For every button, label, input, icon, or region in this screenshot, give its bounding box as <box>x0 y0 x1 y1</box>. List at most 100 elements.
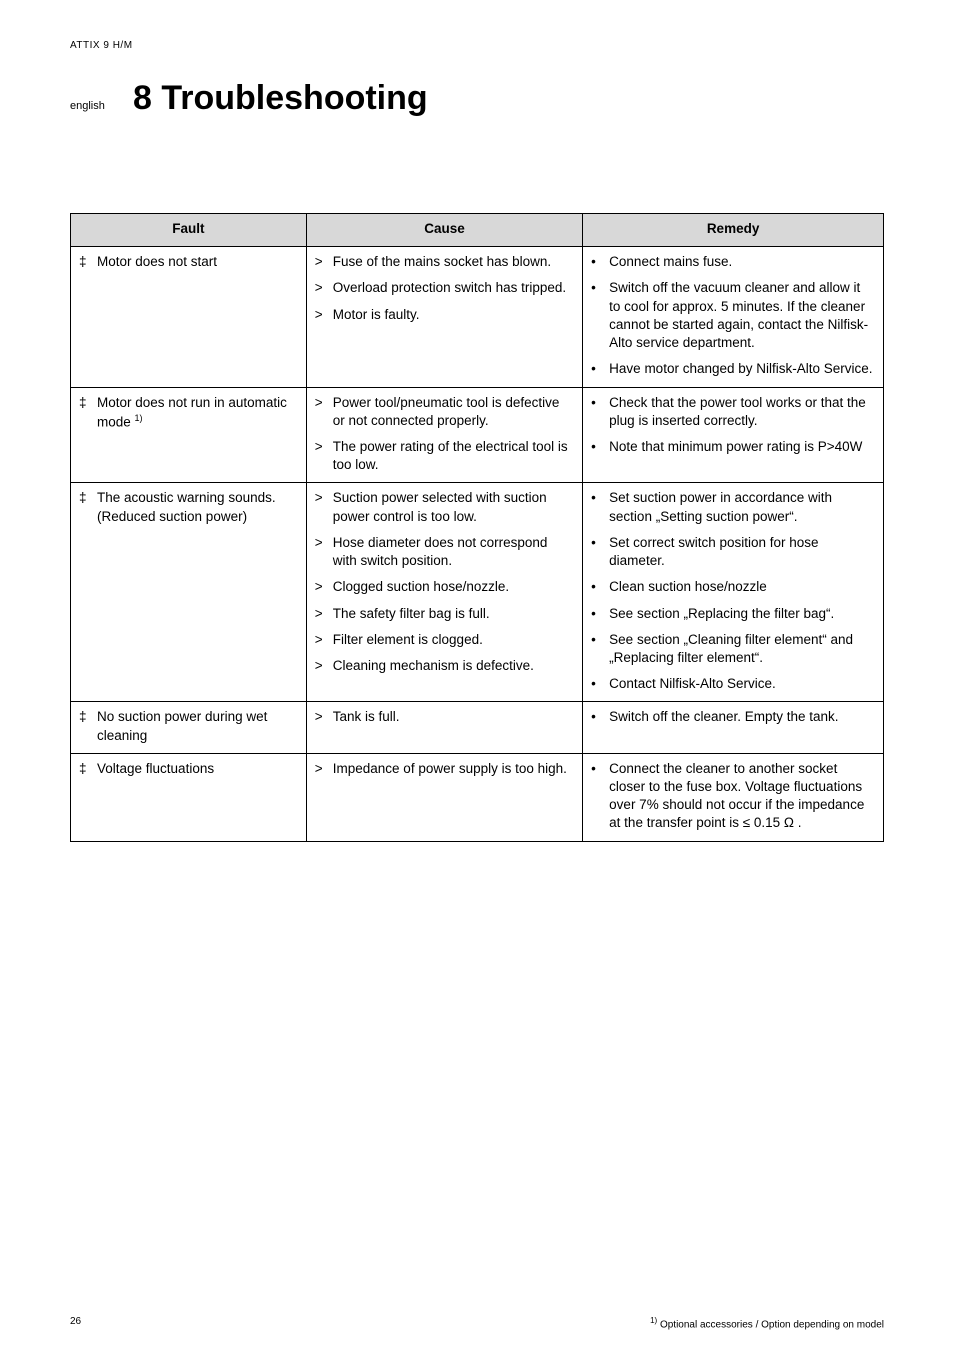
list-item: • Switch off the vacuum cleaner and allow… <box>591 279 875 352</box>
list-marker: • <box>591 279 603 297</box>
list-item: >Cleaning mechanism is defective. <box>315 657 574 675</box>
title-row: english 8 Troubleshooting <box>70 79 884 118</box>
list-marker: > <box>315 394 327 412</box>
list-text: Connect the cleaner to another socket cl… <box>609 760 875 833</box>
fault-cell: ‡ Voltage fluctuations <box>71 753 307 841</box>
list-item: ‡ Motor does not start <box>79 253 298 271</box>
list-marker: • <box>591 605 603 623</box>
list-marker: > <box>315 631 327 649</box>
list-text: No suction power during wet cleaning <box>97 708 298 744</box>
list-marker: > <box>315 534 327 552</box>
list-item: >Suction power selected with suction pow… <box>315 489 574 525</box>
list-item: >The power rating of the electrical tool… <box>315 438 574 474</box>
list-text: Overload protection switch has tripped. <box>333 279 574 297</box>
list-item: •Set suction power in accordance with se… <box>591 489 875 525</box>
list-item: •Switch off the cleaner. Empty the tank. <box>591 708 875 726</box>
list-item: • See section „Replacing the filter bag“. <box>591 605 875 623</box>
list-marker: • <box>591 708 603 726</box>
list-item: > Fuse of the mains socket has blown. <box>315 253 574 271</box>
list-item: • Set correct switch position for hose di… <box>591 534 875 570</box>
list-item: • See section „Cleaning filter element“ a… <box>591 631 875 667</box>
list-marker: > <box>315 578 327 596</box>
fault-cell: ‡No suction power during wet cleaning <box>71 702 307 753</box>
list-marker: • <box>591 631 603 649</box>
list-text: Power tool/pneumatic tool is defective o… <box>333 394 574 430</box>
list-text: The power rating of the electrical tool … <box>333 438 574 474</box>
list-text: Motor does not start <box>97 253 298 271</box>
list-item: •Note that minimum power rating is P>40W <box>591 438 875 456</box>
list-item: • Clean suction hose/nozzle <box>591 578 875 596</box>
list-marker: • <box>591 253 603 271</box>
list-marker: > <box>315 253 327 271</box>
footnote-text: Optional accessories / Option depending … <box>657 1319 884 1330</box>
cause-cell: > Suction power selected with suction pow… <box>306 483 582 702</box>
list-text: The acoustic warning sounds. (Reduced su… <box>97 489 298 525</box>
list-marker: • <box>591 360 603 378</box>
list-text: Tank is full. <box>333 708 574 726</box>
table-body: ‡ Motor does not start > Fuse of the mains … <box>71 247 884 841</box>
cause-cell: > Impedance of power supply is too high. <box>306 753 582 841</box>
page-footer: 26 1) Optional accessories / Option depe… <box>70 1316 884 1330</box>
list-text: Hose diameter does not correspond with s… <box>333 534 574 570</box>
superscript: 1) <box>135 413 143 423</box>
remedy-cell: •Switch off the cleaner. Empty the tank. <box>583 702 884 753</box>
footnote: 1) Optional accessories / Option dependi… <box>650 1316 884 1330</box>
list-text: Impedance of power supply is too high. <box>333 760 574 778</box>
list-text: Motor does not run in automatic mode 1) <box>97 394 298 432</box>
header-remedy: Remedy <box>583 214 884 247</box>
list-item: ‡No suction power during wet cleaning <box>79 708 298 744</box>
list-marker: • <box>591 760 603 778</box>
list-marker: • <box>591 578 603 596</box>
list-item: > Overload protection switch has tripped. <box>315 279 574 297</box>
list-text: Clogged suction hose/nozzle. <box>333 578 574 596</box>
list-item: > Impedance of power supply is too high. <box>315 760 574 778</box>
list-text: Connect mains fuse. <box>609 253 875 271</box>
table-row: ‡The acoustic warning sounds. (Reduced s… <box>71 483 884 702</box>
list-item: > Tank is full. <box>315 708 574 726</box>
list-item: > Hose diameter does not correspond with … <box>315 534 574 570</box>
list-item: ‡The acoustic warning sounds. (Reduced s… <box>79 489 298 525</box>
list-marker: > <box>315 708 327 726</box>
list-text: Have motor changed by Nilfisk-Alto Servi… <box>609 360 875 378</box>
list-text: See section „Replacing the filter bag“. <box>609 605 875 623</box>
list-marker: ‡ <box>79 253 91 271</box>
list-text: See section „Cleaning filter element“ an… <box>609 631 875 667</box>
remedy-cell: • Connect mains fuse. • Switch off the vacu… <box>583 247 884 387</box>
list-text: Set correct switch position for hose dia… <box>609 534 875 570</box>
list-item: • Check that the power tool works or that… <box>591 394 875 430</box>
list-marker: > <box>315 760 327 778</box>
list-marker: > <box>315 605 327 623</box>
list-item: •Contact Nilfisk-Alto Service. <box>591 675 875 693</box>
header-cause: Cause <box>306 214 582 247</box>
list-text: Suction power selected with suction powe… <box>333 489 574 525</box>
list-text: Switch off the vacuum cleaner and allow … <box>609 279 875 352</box>
list-marker: > <box>315 279 327 297</box>
list-item: >The safety filter bag is full. <box>315 605 574 623</box>
list-text: Motor is faulty. <box>333 306 574 324</box>
list-text: Voltage fluctuations <box>97 760 298 778</box>
product-header: ATTIX 9 H/M <box>70 40 884 51</box>
list-text: Note that minimum power rating is P>40W <box>609 438 875 456</box>
list-marker: > <box>315 306 327 324</box>
list-item: ‡Motor does not run in automatic mode 1) <box>79 394 298 432</box>
list-marker: • <box>591 675 603 693</box>
list-text: Check that the power tool works or that … <box>609 394 875 430</box>
list-item: > Power tool/pneumatic tool is defective … <box>315 394 574 430</box>
table-header-row: Fault Cause Remedy <box>71 214 884 247</box>
list-marker: ‡ <box>79 760 91 778</box>
table-row: ‡No suction power during wet cleaning > Ta… <box>71 702 884 753</box>
table-row: ‡ Motor does not start > Fuse of the mains … <box>71 247 884 387</box>
chapter-title: 8 Troubleshooting <box>133 79 428 118</box>
list-text: Fuse of the mains socket has blown. <box>333 253 574 271</box>
table-row: ‡ Voltage fluctuations > Impedance of power… <box>71 753 884 841</box>
remedy-cell: • Check that the power tool works or that… <box>583 387 884 483</box>
troubleshooting-table: Fault Cause Remedy ‡ Motor does not start… <box>70 213 884 842</box>
page-number: 26 <box>70 1316 81 1330</box>
list-text: Clean suction hose/nozzle <box>609 578 875 596</box>
cause-cell: > Fuse of the mains socket has blown. > Ove… <box>306 247 582 387</box>
language-label: english <box>70 86 115 112</box>
remedy-cell: •Set suction power in accordance with se… <box>583 483 884 702</box>
list-marker: • <box>591 394 603 412</box>
list-item: • Connect the cleaner to another socket c… <box>591 760 875 833</box>
list-marker: • <box>591 534 603 552</box>
